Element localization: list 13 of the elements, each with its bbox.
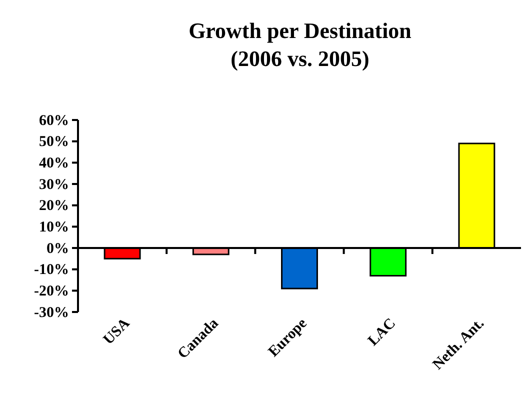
y-tick-label: -10% — [34, 262, 69, 278]
y-tick-label: 0% — [46, 240, 69, 257]
y-tick-label: 50% — [39, 134, 69, 150]
chart-title: Growth per Destination (2006 vs. 2005) — [188, 18, 412, 71]
y-tick-label: 30% — [39, 176, 69, 193]
x-tick-label: Neth. Ant. — [430, 315, 488, 374]
y-tick-label: 60% — [39, 112, 69, 129]
x-tick-label: USA — [100, 315, 134, 348]
y-tick-label: -30% — [34, 304, 69, 321]
y-tick-label: 20% — [39, 198, 69, 214]
y-tick-label: -20% — [34, 283, 69, 300]
y-tick-label: 10% — [39, 219, 69, 236]
y-tick-label: 40% — [39, 155, 69, 172]
